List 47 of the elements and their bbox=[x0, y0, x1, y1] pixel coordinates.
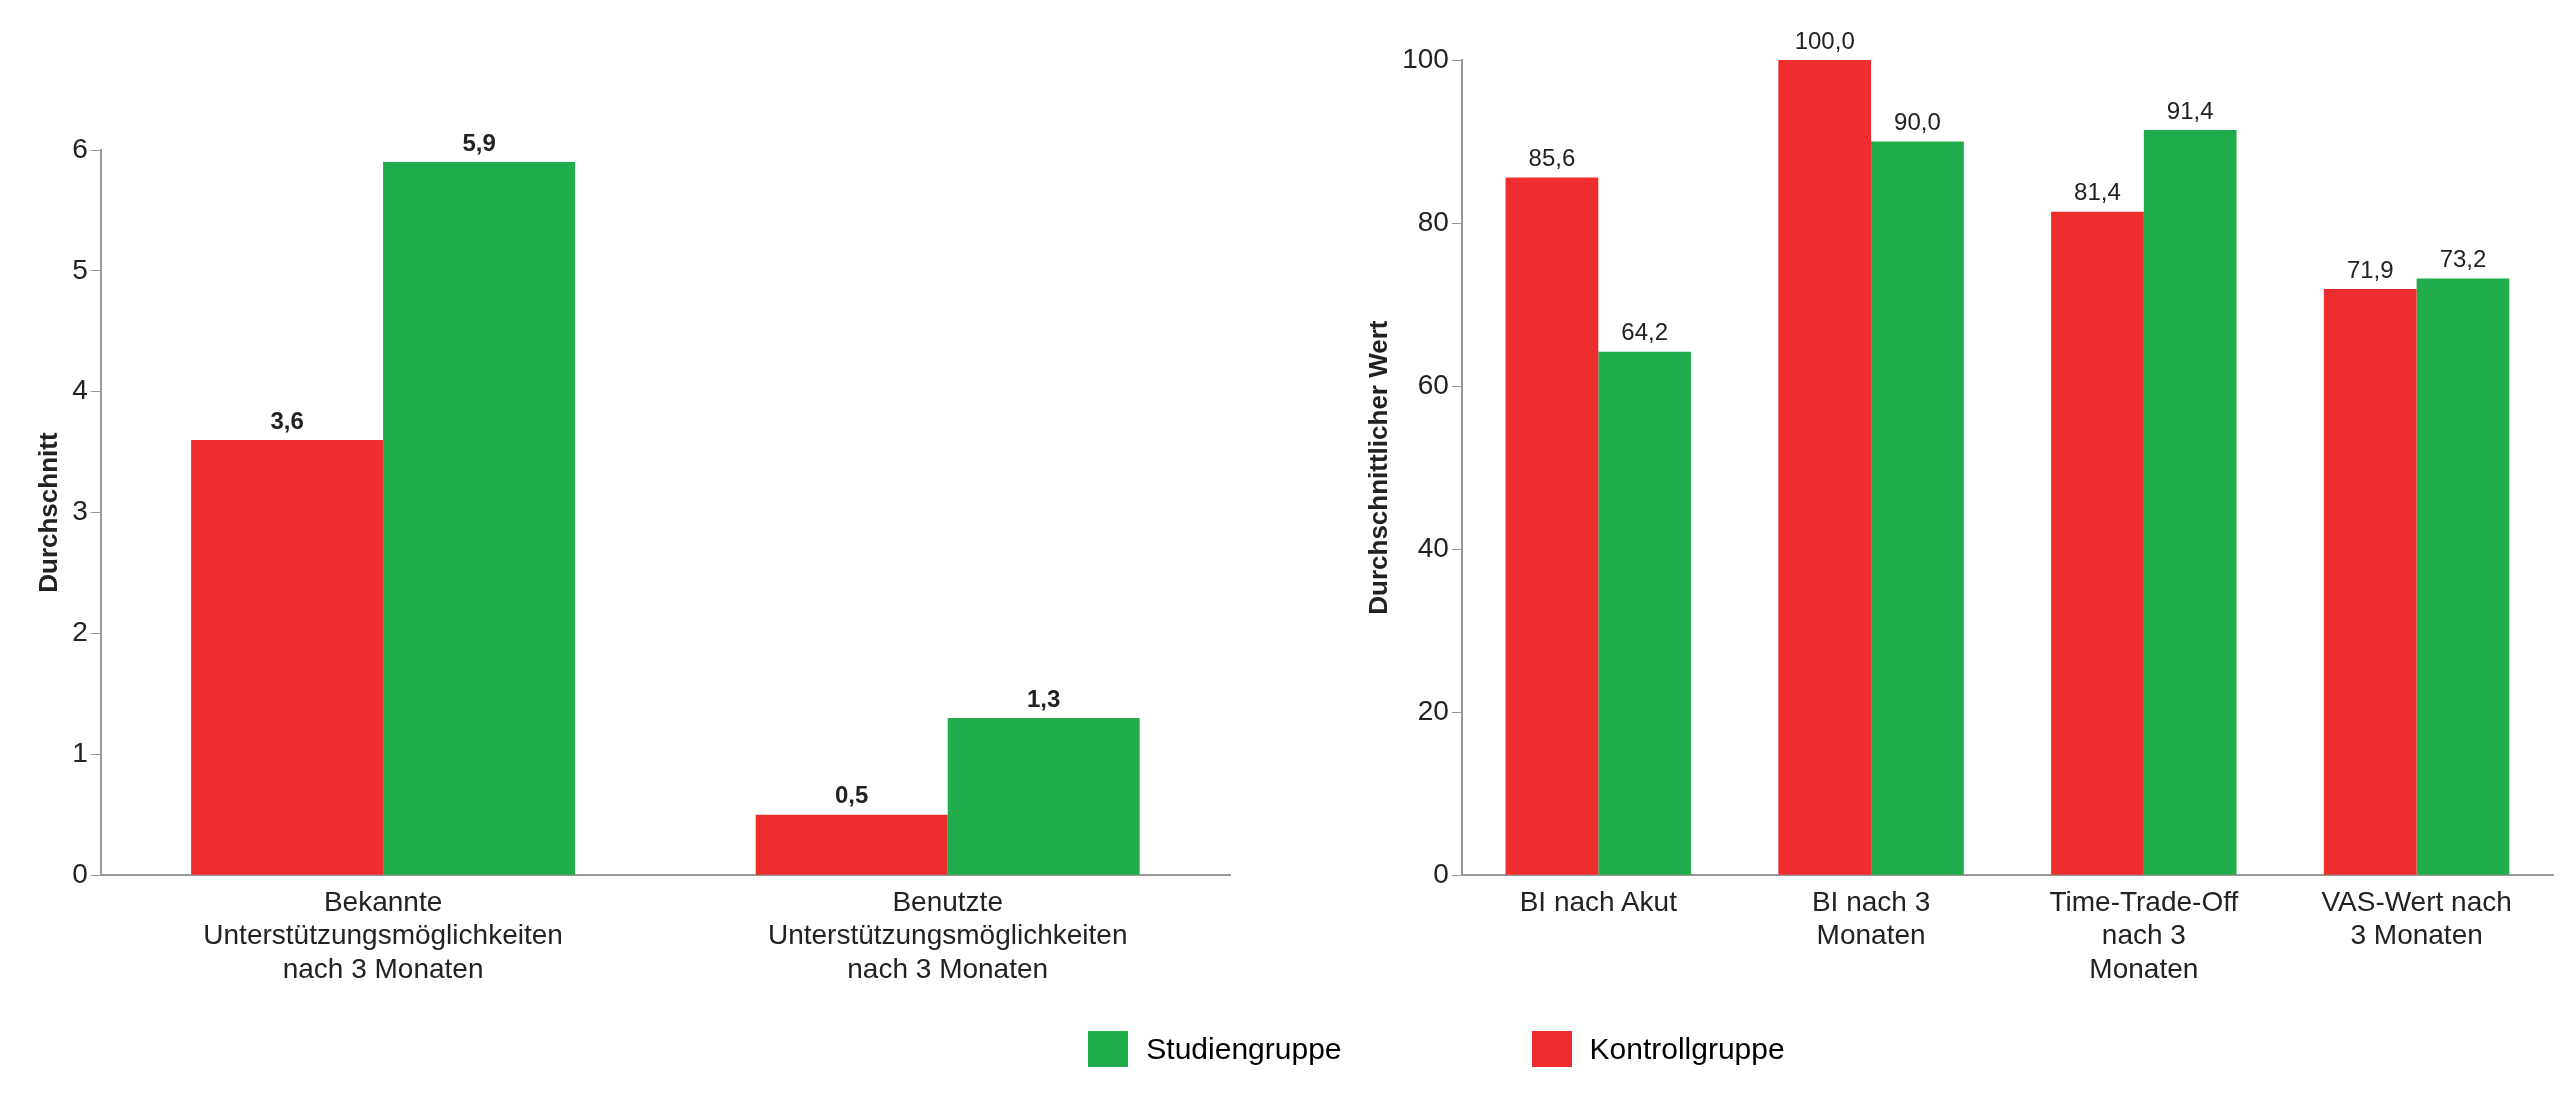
y-tick-label: 2 bbox=[72, 616, 88, 648]
data-label: 3,6 bbox=[270, 406, 304, 434]
legend-label: Studiengruppe bbox=[1146, 1032, 1342, 1066]
data-label: 100,0 bbox=[1794, 26, 1855, 54]
x-tick-label: Benutzte Unterstützungsmöglichkeiten nach 3 Monaten bbox=[767, 885, 1128, 984]
data-label: 1,3 bbox=[1026, 684, 1061, 712]
data-label: 90,0 bbox=[1894, 108, 1941, 136]
bar bbox=[1505, 177, 1599, 875]
x-tick-label: BI nach Akut bbox=[1519, 885, 1678, 917]
data-label: 0,5 bbox=[835, 781, 869, 809]
y-tick-label: 0 bbox=[72, 857, 88, 889]
y-tick-label: 3 bbox=[72, 495, 88, 527]
bar bbox=[2323, 289, 2417, 875]
y-axis-title: Durchschnittlicher Wert bbox=[1362, 320, 1393, 615]
y-tick-label: 1 bbox=[72, 737, 88, 769]
y-tick-label: 6 bbox=[72, 132, 88, 164]
data-label: 81,4 bbox=[2074, 178, 2121, 206]
y-tick-label: 80 bbox=[1417, 205, 1449, 237]
x-tick-label: Time-Trade-Off nach 3 Monaten bbox=[2049, 885, 2239, 984]
bar bbox=[947, 718, 1140, 875]
x-tick-label: VAS-Wert nach 3 Monaten bbox=[2321, 885, 2512, 951]
y-axis-title: Durchschnitt bbox=[32, 432, 63, 593]
legend-label: Kontrollgruppe bbox=[1589, 1032, 1785, 1066]
bar bbox=[191, 440, 384, 875]
bar bbox=[2051, 211, 2144, 875]
y-tick-label: 4 bbox=[72, 374, 88, 406]
x-tick-label: Bekannte Unterstützungsmöglichkeiten nach 3 Monaten bbox=[203, 885, 563, 984]
bar bbox=[1598, 351, 1692, 875]
y-tick-label: 100 bbox=[1402, 42, 1449, 74]
bar bbox=[755, 814, 948, 875]
data-label: 73,2 bbox=[2439, 245, 2487, 273]
data-label: 5,9 bbox=[462, 128, 496, 156]
bar bbox=[383, 162, 576, 875]
data-label: 71,9 bbox=[2346, 255, 2394, 283]
y-tick-label: 20 bbox=[1417, 694, 1449, 726]
bar bbox=[1871, 141, 1964, 875]
data-label: 64,2 bbox=[1621, 318, 1669, 346]
bar bbox=[2143, 130, 2237, 875]
bar bbox=[1778, 60, 1872, 875]
y-tick-label: 40 bbox=[1417, 531, 1449, 563]
y-tick-label: 60 bbox=[1417, 368, 1449, 400]
x-tick-label: BI nach 3 Monaten bbox=[1811, 885, 1931, 951]
data-label: 85,6 bbox=[1528, 144, 1576, 172]
bar bbox=[2416, 278, 2510, 875]
data-label: 91,4 bbox=[2166, 96, 2214, 124]
y-tick-label: 0 bbox=[1433, 857, 1449, 889]
y-tick-label: 5 bbox=[72, 253, 88, 285]
